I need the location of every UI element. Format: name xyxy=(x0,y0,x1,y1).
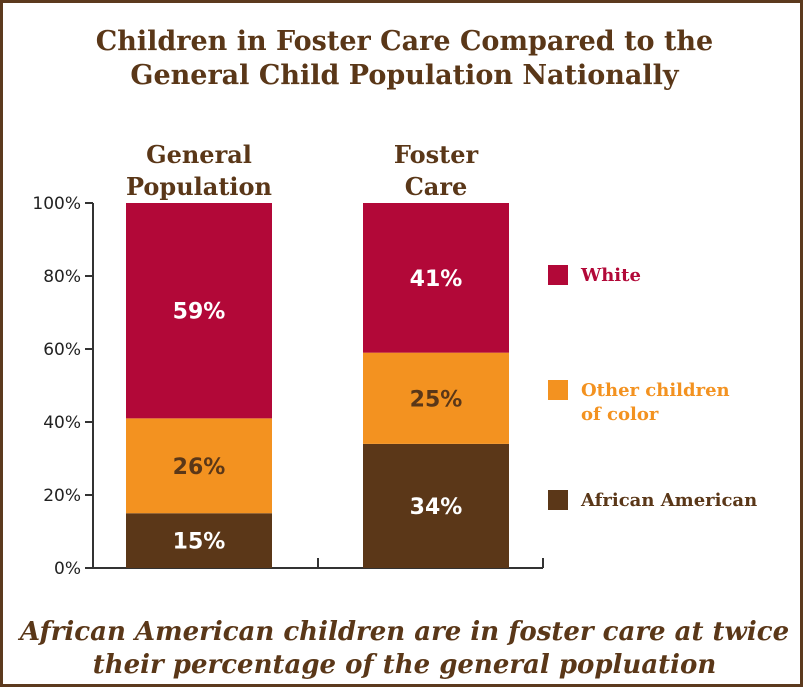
bar-segment xyxy=(363,352,509,444)
footer-line-1: African American children are in foster … xyxy=(19,617,790,647)
bar-segment xyxy=(363,203,509,353)
bar-segment xyxy=(363,443,509,568)
chart-title-line-1: Children in Foster Care Compared to the xyxy=(95,26,714,57)
legend-swatch xyxy=(548,265,568,285)
bar-value-label: 34% xyxy=(410,495,463,520)
bar-value-label: 15% xyxy=(173,530,226,555)
bar-value-label: 26% xyxy=(173,455,226,480)
legend-label: of color xyxy=(581,404,659,425)
bar-segment xyxy=(126,203,272,419)
y-tick-label: 20% xyxy=(43,486,81,506)
legend-label: White xyxy=(580,265,641,286)
y-tick-label: 100% xyxy=(32,194,81,214)
bar-value-label: 41% xyxy=(410,267,463,292)
bar-value-label: 25% xyxy=(410,387,463,412)
chart-svg: General Population Foster Care 0% 20% 40% 60% 8… xyxy=(32,140,757,579)
category-label-line1: Foster xyxy=(394,140,479,169)
category-label-line1: General xyxy=(146,140,252,169)
y-tick-label: 0% xyxy=(54,559,81,579)
legend-label: African American xyxy=(580,490,757,511)
bar-segment xyxy=(126,418,272,514)
y-tick-label: 80% xyxy=(43,267,81,287)
y-tick-label: 60% xyxy=(43,340,81,360)
bar-value-label: 59% xyxy=(173,300,226,325)
bar-segment xyxy=(126,513,272,568)
category-label-line2: Care xyxy=(405,172,468,201)
legend-swatch xyxy=(548,490,568,510)
footer-line-2: their percentage of the general popluati… xyxy=(92,650,717,680)
y-tick-label: 40% xyxy=(43,413,81,433)
legend-label: Other children xyxy=(581,380,730,401)
chart-title-line-2: General Child Population Nationally xyxy=(130,60,679,91)
legend-swatch xyxy=(548,380,568,400)
category-label-line2: Population xyxy=(126,172,272,201)
